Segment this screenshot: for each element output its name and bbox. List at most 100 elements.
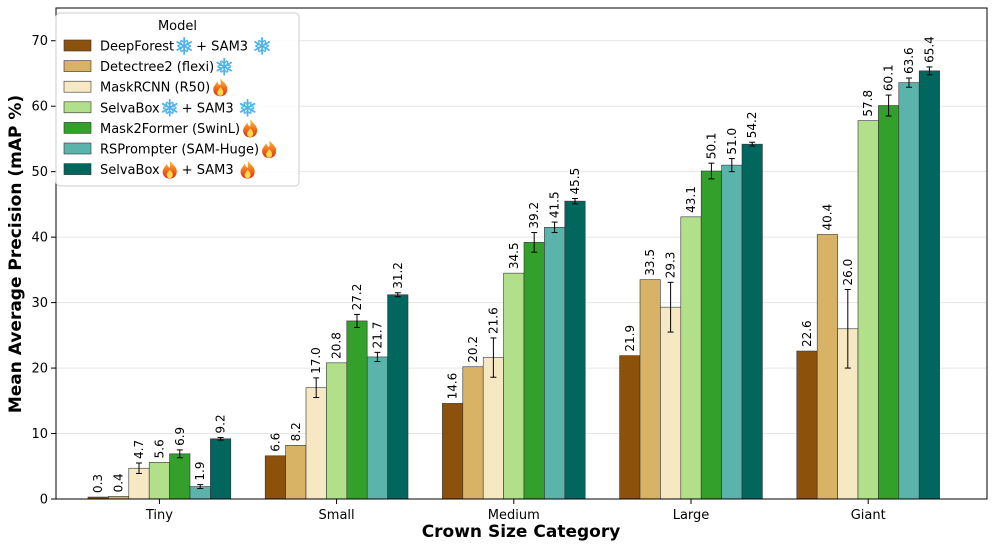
snowflake-branch: [180, 48, 188, 53]
value-label: 22.6: [800, 320, 814, 347]
legend-swatch: [63, 80, 92, 93]
y-tick-label: 0: [40, 493, 48, 508]
bar: [169, 453, 191, 500]
bar: [210, 438, 232, 500]
legend-title: Model: [158, 19, 197, 34]
value-label: 6.9: [173, 427, 187, 446]
bar: [816, 234, 838, 500]
snowflake-stroke: [216, 61, 233, 72]
bar: [898, 82, 920, 500]
bar: [148, 462, 170, 500]
snowflake-branch: [171, 102, 177, 108]
value-label: 27.2: [350, 284, 364, 311]
value-label: 26.0: [841, 259, 855, 286]
y-tick-label: 70: [31, 34, 48, 49]
x-axis-title: Crown Size Category: [422, 522, 621, 542]
snowflake-arm: [239, 102, 256, 114]
value-label: 21.7: [370, 322, 384, 349]
legend-label: MaskRCNN (R50): [100, 81, 210, 96]
bar: [482, 357, 504, 500]
value-label: 0.3: [91, 474, 105, 493]
value-label: 43.1: [684, 186, 698, 213]
value-label: 20.2: [466, 336, 480, 363]
value-label: 9.2: [214, 414, 228, 433]
bar: [503, 272, 525, 500]
legend-swatch: [63, 142, 92, 155]
snowflake-stroke: [254, 41, 270, 51]
plot-frame: [55, 7, 988, 500]
flame-outer: [162, 160, 177, 179]
legend-swatch: [63, 163, 92, 175]
bar: [721, 164, 743, 500]
bar: [346, 320, 368, 500]
legend-swatch: [63, 122, 92, 134]
bar: [700, 170, 722, 500]
legend-swatch: [63, 60, 92, 72]
value-label: 5.6: [152, 439, 166, 458]
snowflake-arm: [216, 60, 233, 73]
value-label: 31.2: [391, 262, 405, 289]
flame-inner: [217, 87, 224, 96]
snowflake-branch: [186, 45, 191, 52]
flame-inner: [247, 128, 254, 137]
x-tick-label: Medium: [488, 508, 540, 523]
bar: [442, 403, 464, 500]
axes: 0 10 20 30 40 50 60 70 Tiny Small Medium Large Giant: [31, 34, 885, 523]
snowflake-icon: [161, 98, 178, 117]
value-label: 54.2: [745, 111, 759, 138]
snowflake-arm: [176, 40, 192, 52]
legend-label: DeepForest: [100, 40, 174, 55]
bar: [660, 306, 682, 500]
value-label: 60.1: [882, 64, 896, 91]
snowflake-branch: [186, 40, 191, 47]
value-label: 51.0: [725, 128, 739, 155]
bar: [796, 350, 818, 500]
snowflake-stroke: [161, 102, 178, 113]
bar: [918, 70, 940, 500]
snowflake-branch: [255, 40, 261, 47]
value-label: 21.6: [486, 307, 500, 334]
y-axis-title: Mean Average Precision (mAP %): [6, 95, 26, 413]
snowflake-branch: [177, 40, 183, 47]
fire-icon: [162, 160, 177, 179]
x-tick-label: Large: [673, 508, 710, 523]
x-tick-label: Giant: [851, 508, 886, 523]
value-label: 63.6: [902, 47, 916, 74]
value-label: 45.5: [568, 168, 582, 195]
bars: [87, 66, 940, 500]
snowflake-branch: [226, 60, 232, 67]
snowflake-branch: [217, 60, 223, 67]
bar: [326, 362, 348, 500]
snowflake-icon: [216, 57, 233, 76]
snowflake-branch: [166, 101, 173, 106]
value-label: 41.5: [548, 191, 562, 218]
value-label: 29.3: [664, 252, 678, 279]
x-tick-label: Tiny: [145, 508, 173, 523]
snowflake-branch: [171, 107, 177, 114]
bar: [857, 120, 879, 500]
bar: [366, 356, 388, 500]
snowflake-branch: [220, 68, 228, 73]
value-label: 6.6: [268, 433, 282, 452]
bar: [741, 143, 763, 500]
value-label: 1.9: [193, 462, 207, 481]
flame-outer: [240, 160, 255, 179]
snowflake-branch: [258, 48, 266, 53]
bar: [387, 294, 409, 500]
bar: [639, 279, 661, 500]
snowflake-branch: [240, 107, 246, 114]
legend-label: SelvaBox: [100, 163, 160, 178]
value-label: 40.4: [820, 204, 834, 231]
x-tick-label: Small: [319, 508, 355, 523]
y-tick-label: 50: [31, 165, 48, 180]
flame-inner: [166, 169, 173, 179]
snowflake-stroke: [176, 41, 192, 51]
value-label: 0.4: [112, 473, 126, 492]
legend-label: Detectree2 (flexi): [100, 60, 214, 75]
value-label: 39.2: [527, 202, 541, 229]
value-label: 8.2: [289, 422, 303, 441]
value-label: 14.6: [446, 373, 460, 400]
snowflake-icon: [254, 37, 270, 55]
snowflake-icon: [239, 98, 256, 117]
snowflake-icon: [176, 37, 192, 55]
